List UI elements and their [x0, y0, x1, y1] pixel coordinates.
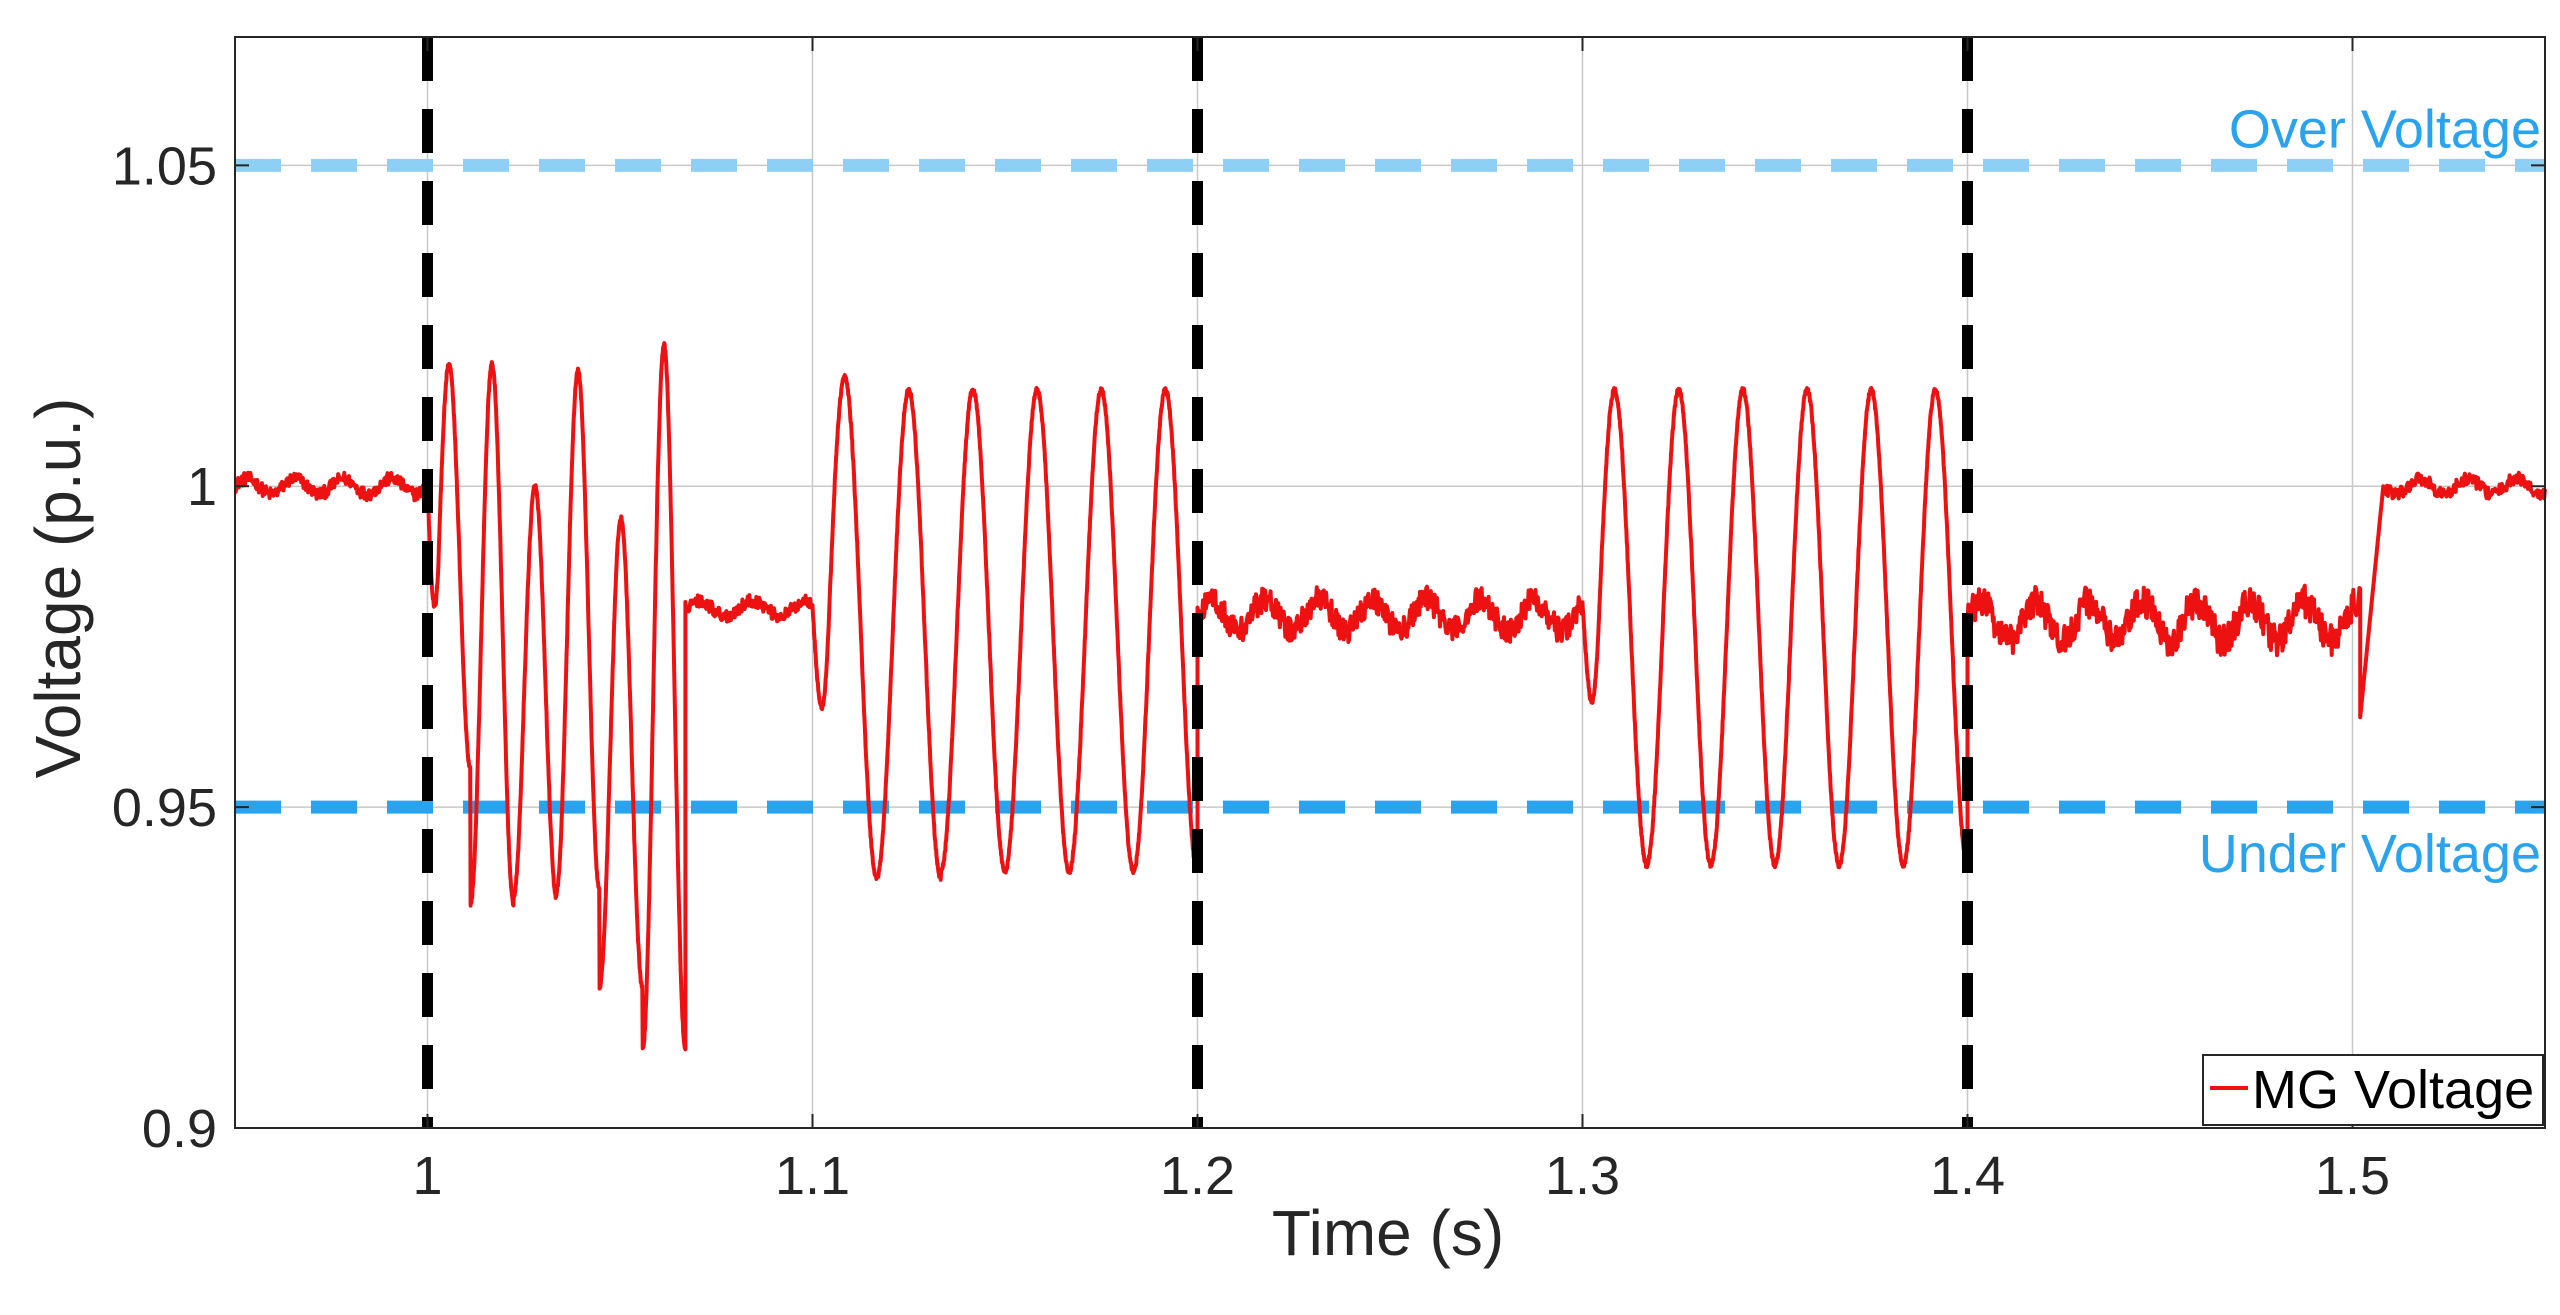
x-tick-label: 1 [412, 1146, 442, 1206]
series-layer [233, 341, 2547, 1052]
plot-frame [234, 36, 2546, 1129]
legend: MG Voltage [2202, 1054, 2544, 1126]
y-tick-label: 1.05 [112, 136, 217, 196]
x-tick-label: 1.5 [2315, 1146, 2390, 1206]
legend-entry-mg-voltage: MG Voltage [2252, 1060, 2534, 1120]
x-tick-label: 1.1 [775, 1146, 850, 1206]
legend-box [2202, 1054, 2544, 1126]
x-tick-label: 1.3 [1545, 1146, 1620, 1206]
x-tick-label: 1.2 [1160, 1146, 1235, 1206]
series-line-mg-voltage [233, 341, 2547, 1052]
axis-ticks: 1 1.1 1.2 1.3 1.4 1.5 0.9 0.95 1 1.05 [112, 37, 2545, 1206]
under-voltage-label: Under Voltage [2199, 824, 2541, 884]
y-tick-label: 1 [187, 457, 217, 517]
event-lines [422, 37, 1973, 1128]
x-axis-label: Time (s) [1272, 1197, 1504, 1269]
y-tick-label: 0.95 [112, 778, 217, 838]
y-axis-label: Voltage (p.u.) [22, 398, 94, 779]
over-voltage-label: Over Voltage [2229, 99, 2541, 159]
y-tick-label: 0.9 [142, 1099, 217, 1159]
reference-lines [235, 158, 2545, 814]
x-tick-label: 1.4 [1930, 1146, 2005, 1206]
